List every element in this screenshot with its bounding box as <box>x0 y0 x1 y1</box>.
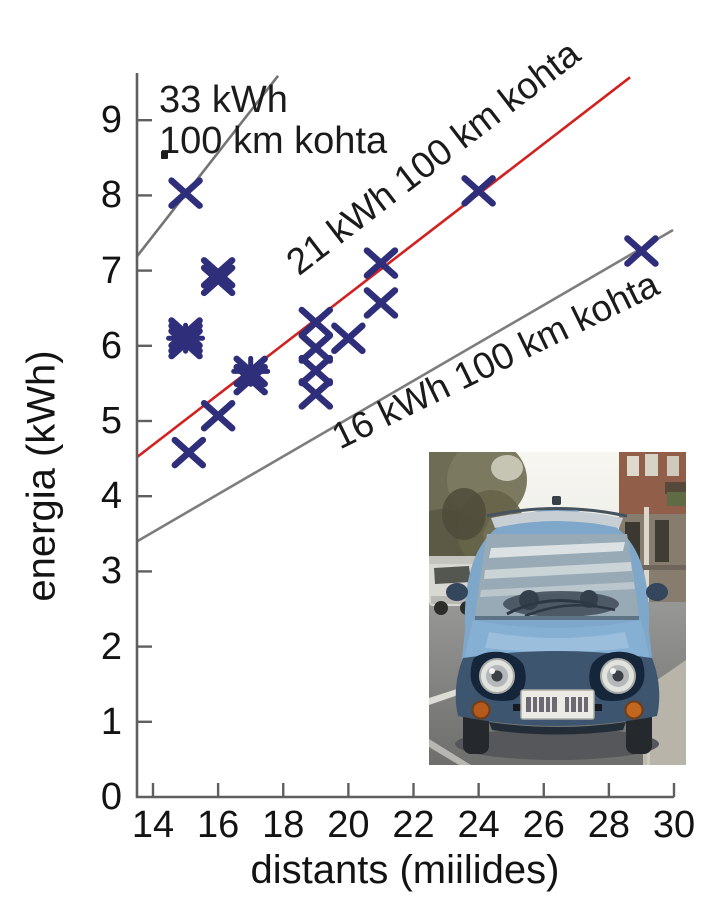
y-tick-label: 5 <box>100 400 122 442</box>
data-point-x-marker <box>298 378 334 410</box>
headlight-right <box>600 658 636 694</box>
x-tick-label: 20 <box>327 804 370 846</box>
x-tick-label: 30 <box>652 804 696 846</box>
data-point-x-marker <box>331 322 366 355</box>
line-16 <box>136 228 674 543</box>
data-point-x-marker <box>168 177 203 209</box>
x-tick-label: 26 <box>522 804 565 846</box>
car-shadow <box>455 728 659 760</box>
y-tick-label: 9 <box>100 99 122 142</box>
y-tick-label: 6 <box>100 324 122 367</box>
annotation-33kwh: 33 kWh 100 km kohta <box>159 80 387 162</box>
x-tick-label: 24 <box>457 804 500 846</box>
data-point-x-marker <box>624 235 659 267</box>
indicator-left <box>471 700 491 720</box>
headlight-left <box>479 658 515 694</box>
x-tick-label: 16 <box>196 804 240 846</box>
wheel-right <box>626 710 652 754</box>
y-tick-label: 1 <box>100 700 122 743</box>
x-tick-label: 22 <box>392 804 435 846</box>
annotation-33kwh-line2: 100 km kohta <box>159 120 388 162</box>
y-tick-label: 4 <box>100 475 122 518</box>
data-point-x-marker <box>461 175 496 207</box>
road-marking-2 <box>429 739 471 765</box>
data-point-x-marker <box>363 287 399 319</box>
annotation-33kwh-line1: 33 kWh <box>159 79 288 121</box>
stray-dot-mark <box>161 151 168 159</box>
mirror-left <box>446 583 468 601</box>
y-tick-label: 8 <box>100 174 122 217</box>
line-33 <box>136 75 280 258</box>
x-tick-label: 18 <box>262 804 305 846</box>
data-point-x-marker <box>168 327 203 360</box>
car-photo <box>429 452 686 765</box>
car-roof <box>491 511 623 528</box>
data-point-x-marker <box>363 247 399 279</box>
indicator-right <box>624 700 644 720</box>
x-axis-title: distants (miilides) <box>250 848 560 892</box>
roof-antenna <box>552 496 561 505</box>
car <box>446 496 668 760</box>
data-point-x-marker <box>200 257 236 289</box>
wheel-left <box>463 710 489 754</box>
y-tick-label: 0 <box>100 776 122 818</box>
data-point-x-marker <box>171 436 207 469</box>
y-tick-label: 3 <box>100 550 122 593</box>
data-point-x-marker <box>233 363 268 396</box>
data-point-x-marker <box>298 332 334 364</box>
x-tick-label: 14 <box>131 804 175 846</box>
x-tick-label: 28 <box>587 804 631 846</box>
data-point-x-marker <box>200 264 236 297</box>
plot-axes <box>135 73 674 799</box>
data-point-x-marker <box>298 306 334 339</box>
data-point-x-marker <box>200 399 236 432</box>
wiper <box>506 599 598 616</box>
mirror-right <box>646 583 668 601</box>
y-tick-label: 7 <box>100 249 122 292</box>
data-point-x-marker <box>298 354 334 387</box>
wiper-2 <box>524 603 616 618</box>
license-plate <box>520 689 595 720</box>
y-tick-label: 2 <box>100 625 122 668</box>
